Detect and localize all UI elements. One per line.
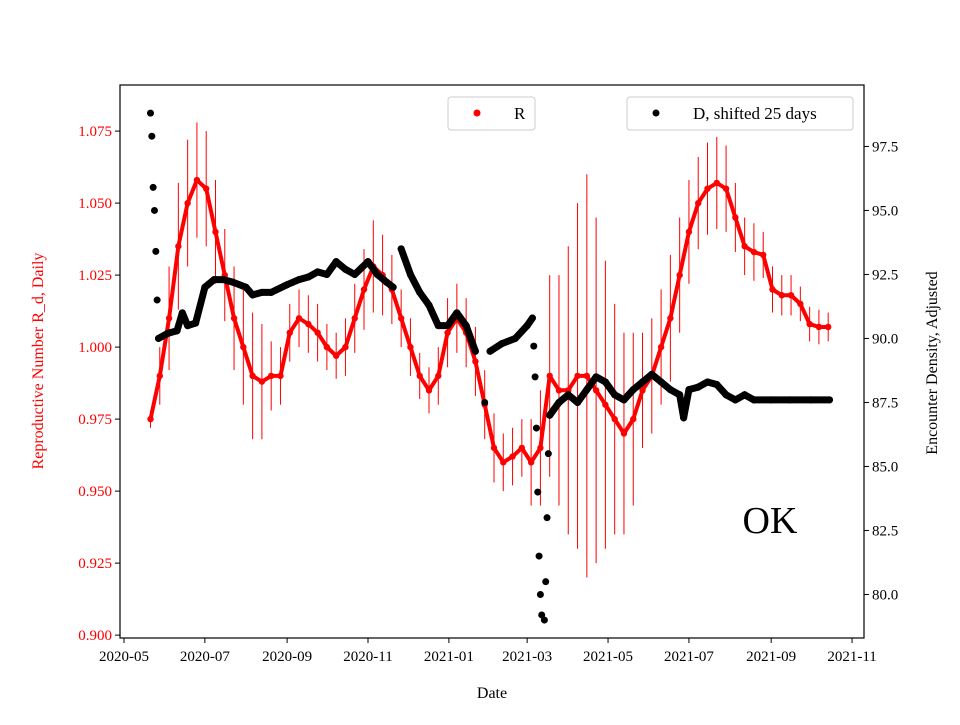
r-point-trail [408, 345, 422, 378]
d-point [540, 616, 548, 624]
r-point-trail [686, 201, 701, 234]
d-point-trail [462, 322, 479, 355]
r-point-trail [538, 373, 552, 450]
x-tick-label: 2021-07 [664, 649, 714, 665]
r-point-trail [668, 273, 682, 321]
d-point [150, 206, 158, 214]
d-point [530, 342, 538, 350]
left-y-axis-label: Reproductive Number R_d, Daily [30, 253, 47, 470]
left-y-tick-label: 0.950 [78, 484, 112, 500]
x-tick-label: 2020-11 [343, 649, 392, 665]
r-point-trail [148, 373, 162, 422]
x-axis: 2020-05 2020-07 2020-09 2020-11 2021-01 2021-… [99, 638, 877, 665]
legend-r-label: R [514, 104, 526, 123]
d-point-trail [680, 386, 693, 422]
r-point-trail [659, 316, 673, 350]
r-point-trail [631, 388, 645, 422]
r-point-trail [278, 330, 292, 378]
d-point [532, 424, 540, 432]
r-point [824, 323, 832, 331]
r-point-trail [232, 316, 246, 350]
d-point [147, 109, 155, 117]
d-point [531, 373, 539, 381]
d-point [149, 183, 157, 191]
r-point-trail [677, 229, 691, 278]
x-tick-label: 2021-01 [424, 649, 474, 665]
left-y-tick-label: 0.900 [78, 628, 112, 644]
d-point [152, 247, 160, 255]
r-point-trail [157, 316, 172, 378]
d-point [535, 552, 543, 560]
d-point [534, 488, 542, 496]
right-y-tick-label: 85.0 [872, 459, 898, 475]
r-point-trail [185, 178, 199, 206]
d-series [147, 109, 834, 624]
r-point-trail [352, 287, 367, 321]
d-point [536, 590, 544, 598]
d-point-trail [192, 283, 209, 327]
r-point-trail [473, 359, 487, 407]
annotation-ok: OK [743, 500, 798, 542]
x-tick-label: 2020-07 [180, 649, 230, 665]
right-y-tick-label: 92.5 [872, 267, 898, 283]
d-point [528, 314, 536, 322]
x-tick-label: 2021-03 [502, 649, 552, 665]
right-y-tick-label: 80.0 [872, 587, 898, 603]
left-y-tick-label: 1.075 [78, 124, 112, 140]
left-y-tick-label: 1.050 [78, 196, 112, 212]
x-axis-label: Date [477, 685, 507, 702]
legend-d: D, shifted 25 days [626, 96, 854, 131]
r-point-trail [733, 215, 747, 249]
legend-r: R [447, 96, 536, 131]
left-y-tick-label: 1.025 [78, 268, 112, 284]
right-y-tick-label: 87.5 [872, 395, 898, 411]
d-point [544, 450, 552, 458]
left-y-tick-label: 1.000 [78, 340, 112, 356]
plot-frame [119, 84, 865, 639]
d-point-trail [425, 301, 442, 330]
right-y-tick-label: 97.5 [872, 139, 898, 155]
r-point-trail [761, 252, 775, 292]
legend-d-label: D, shifted 25 days [693, 104, 817, 123]
d-point [148, 132, 156, 140]
r-point-trail [389, 287, 404, 321]
r-point-trail [213, 229, 227, 278]
right-y-axis-label: Encounter Density, Adjusted [924, 271, 941, 454]
left-y-tick-label: 0.925 [78, 556, 112, 572]
r-point-trail [241, 345, 255, 378]
r-point-trail [176, 201, 190, 249]
right-y-tick-label: 82.5 [872, 523, 898, 539]
x-tick-label: 2021-09 [746, 649, 796, 665]
d-point [481, 398, 489, 406]
d-point [471, 347, 479, 355]
legend-d-marker [652, 109, 660, 117]
r-point-trail [724, 186, 738, 220]
left-y-tick-label: 0.975 [78, 412, 112, 428]
r-series [147, 122, 832, 578]
right-y-axis: 80.0 82.5 85.0 87.5 90.0 92.5 95.0 97.5 [864, 139, 898, 603]
r-point-trail [649, 345, 664, 378]
d-point [389, 283, 397, 291]
r-point-trail [482, 402, 496, 450]
x-tick-label: 2020-05 [99, 649, 149, 665]
d-point [543, 514, 551, 522]
legend-r-marker [473, 109, 481, 117]
d-point [542, 578, 550, 586]
right-y-tick-label: 95.0 [872, 203, 898, 219]
r-point-trail [167, 244, 181, 321]
left-y-axis: 0.900 0.925 0.950 0.975 1.000 1.025 1.050 1.075 [78, 124, 120, 644]
r-point-trail [399, 316, 413, 350]
r-point-trail [343, 316, 357, 350]
r-point-trail [436, 330, 450, 378]
d-point-trail [397, 245, 414, 278]
x-tick-label: 2021-11 [827, 649, 876, 665]
r-point-trail [204, 186, 218, 234]
x-tick-label: 2021-05 [583, 649, 633, 665]
x-tick-label: 2020-09 [262, 649, 312, 665]
r-point-trail [798, 301, 812, 327]
d-point [153, 296, 161, 304]
d-point [826, 396, 834, 404]
right-y-tick-label: 90.0 [872, 331, 898, 347]
